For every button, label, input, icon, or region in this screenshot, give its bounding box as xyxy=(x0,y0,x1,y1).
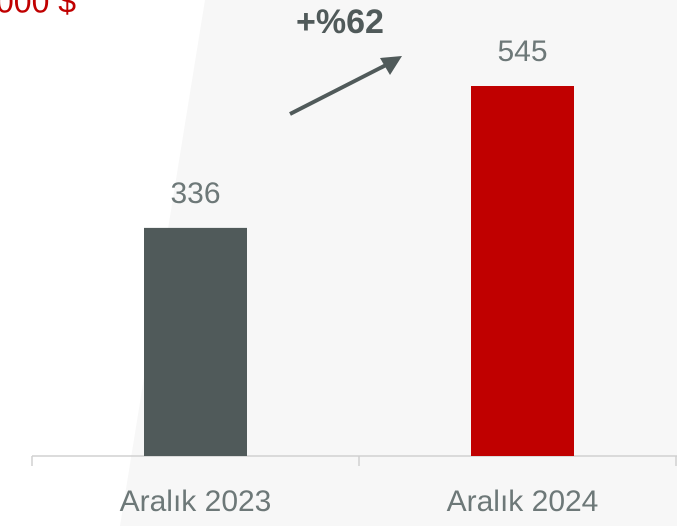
value-label: 545 xyxy=(497,35,547,68)
x-tick-label: Aralık 2023 xyxy=(120,485,272,518)
arrow-head xyxy=(380,56,402,75)
annotation: +%62 xyxy=(296,3,384,41)
x-tick-label: Aralık 2024 xyxy=(447,485,599,518)
bar xyxy=(471,86,574,456)
chart-title: 000 $ xyxy=(0,0,76,19)
value-label: 336 xyxy=(170,177,220,210)
bar xyxy=(144,227,247,456)
arrow-line xyxy=(289,62,389,116)
